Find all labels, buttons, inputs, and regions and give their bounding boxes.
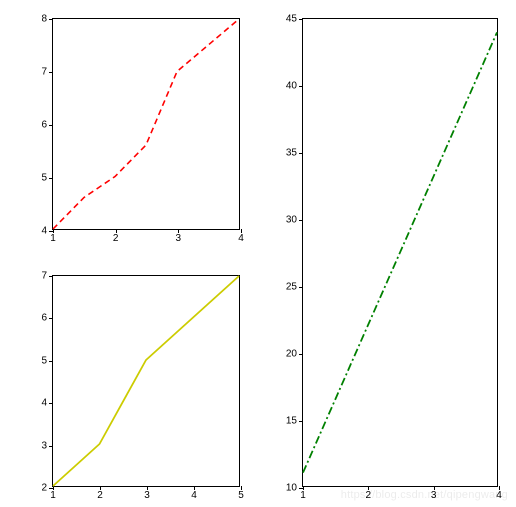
x-tick-label: 4: [238, 233, 244, 244]
data-line-bottom-left: [53, 276, 239, 486]
y-tick-label: 10: [286, 483, 297, 494]
y-tick-label: 30: [286, 215, 297, 226]
y-tick-label: 7: [41, 271, 47, 282]
y-tick-label: 20: [286, 349, 297, 360]
line-svg-right: [303, 19, 497, 486]
y-tick-mark: [49, 488, 53, 489]
y-tick-label: 4: [41, 398, 47, 409]
x-tick-label: 3: [144, 490, 150, 501]
x-tick-label: 1: [50, 490, 56, 501]
y-tick-label: 5: [41, 173, 47, 184]
y-tick-label: 7: [41, 67, 47, 78]
x-tick-label: 2: [113, 233, 119, 244]
plot-area-right: 12341015202530354045: [302, 18, 498, 487]
x-tick-label: 1: [300, 490, 306, 501]
x-tick-label: 2: [97, 490, 103, 501]
data-line-top-left: [53, 19, 239, 229]
x-tick-label: 4: [191, 490, 197, 501]
y-tick-label: 3: [41, 440, 47, 451]
y-tick-label: 40: [286, 81, 297, 92]
watermark-text: https://blog.csdn.net/qipengwang: [341, 489, 508, 501]
plot-area-top-left: 123445678: [52, 18, 240, 230]
y-tick-label: 5: [41, 355, 47, 366]
y-tick-label: 15: [286, 416, 297, 427]
figure: 123445678 12345234567 123410152025303540…: [0, 0, 516, 507]
data-line-right: [303, 32, 497, 472]
y-tick-mark: [49, 231, 53, 232]
line-svg-bottom-left: [53, 276, 239, 486]
y-tick-label: 2: [41, 483, 47, 494]
line-svg-top-left: [53, 19, 239, 229]
y-tick-label: 6: [41, 313, 47, 324]
y-tick-label: 8: [41, 14, 47, 25]
subplot-top-left: 123445678: [52, 18, 240, 230]
x-tick-label: 1: [50, 233, 56, 244]
y-tick-label: 6: [41, 120, 47, 131]
subplot-right: 12341015202530354045: [302, 18, 498, 487]
y-tick-label: 4: [41, 226, 47, 237]
x-tick-label: 3: [176, 233, 182, 244]
y-tick-label: 35: [286, 148, 297, 159]
subplot-bottom-left: 12345234567: [52, 275, 240, 487]
y-tick-label: 45: [286, 14, 297, 25]
plot-area-bottom-left: 12345234567: [52, 275, 240, 487]
y-tick-label: 25: [286, 282, 297, 293]
y-tick-mark: [299, 488, 303, 489]
x-tick-label: 5: [238, 490, 244, 501]
